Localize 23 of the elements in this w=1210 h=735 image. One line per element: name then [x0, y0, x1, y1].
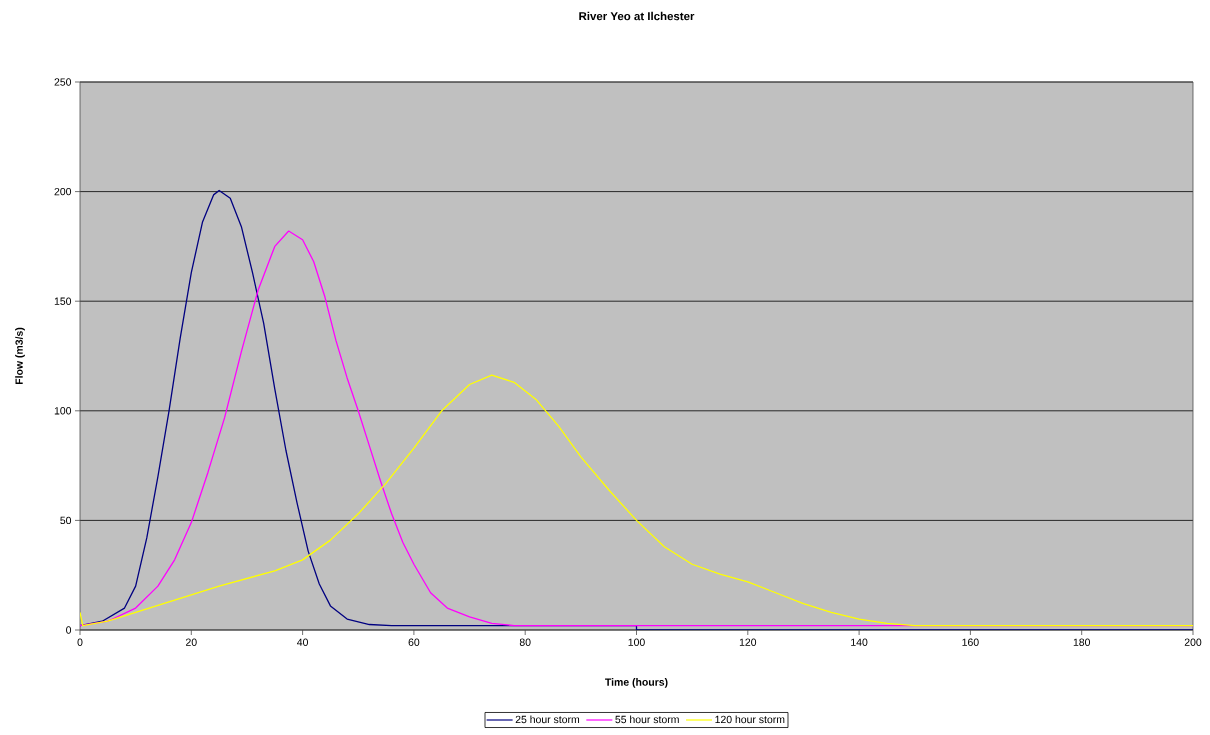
- x-tick-label: 140: [851, 638, 868, 646]
- y-tick-label: 200: [54, 187, 72, 196]
- x-axis-title: Time (hours): [605, 678, 668, 688]
- y-tick-label: 50: [60, 516, 72, 525]
- x-tick-label: 40: [297, 638, 308, 646]
- chart-title: River Yeo at Ilchester: [579, 11, 695, 21]
- legend-label: 55 hour storm: [615, 715, 679, 724]
- x-tick-label: 160: [962, 638, 979, 646]
- x-tick-label: 80: [519, 638, 531, 646]
- x-tick-label: 20: [186, 638, 197, 646]
- y-tick-label: 150: [54, 297, 72, 305]
- y-tick-label: 0: [66, 626, 72, 634]
- y-tick-label: 100: [54, 407, 72, 415]
- x-tick-label: 0: [77, 638, 83, 646]
- x-tick-label: 120: [739, 638, 757, 646]
- y-tick-label: 250: [54, 78, 72, 86]
- legend-label: 120 hour storm: [715, 715, 785, 724]
- x-tick-label: 200: [1184, 638, 1202, 646]
- x-tick-label: 100: [628, 638, 645, 646]
- x-tick-label: 60: [408, 638, 420, 646]
- x-tick-label: 180: [1073, 638, 1091, 646]
- legend-label: 25 hour storm: [515, 715, 580, 724]
- y-axis-title: Flow (m3/s): [15, 327, 25, 385]
